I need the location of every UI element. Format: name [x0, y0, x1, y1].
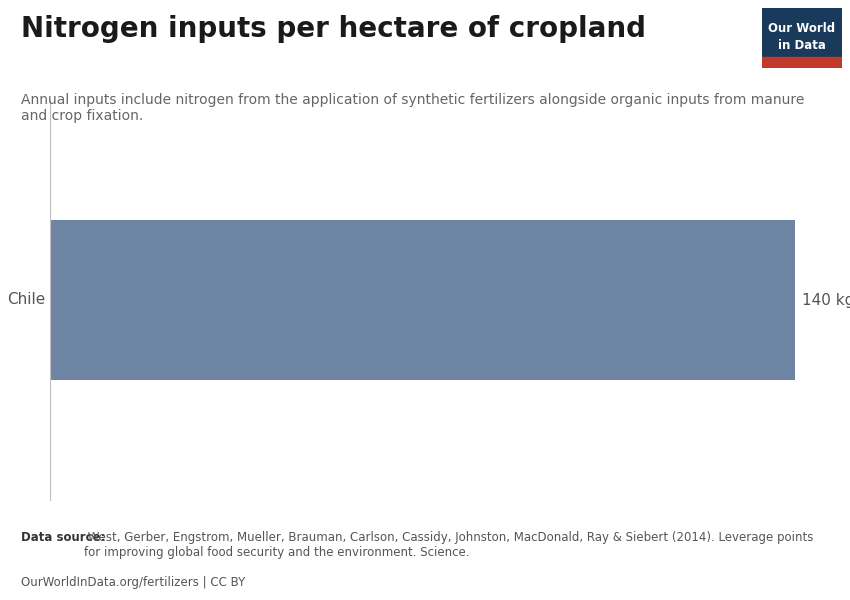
Bar: [762, 57, 842, 68]
Text: Chile: Chile: [8, 292, 46, 307]
Text: OurWorldInData.org/fertilizers | CC BY: OurWorldInData.org/fertilizers | CC BY: [21, 576, 246, 589]
Text: West, Gerber, Engstrom, Mueller, Brauman, Carlson, Cassidy, Johnston, MacDonald,: West, Gerber, Engstrom, Mueller, Brauman…: [84, 531, 813, 559]
Bar: [50, 220, 795, 380]
Text: 140 kg: 140 kg: [802, 292, 850, 307]
Text: Our World: Our World: [768, 22, 836, 35]
Text: Annual inputs include nitrogen from the application of synthetic fertilizers alo: Annual inputs include nitrogen from the …: [21, 93, 805, 123]
Text: Data source:: Data source:: [21, 531, 105, 544]
Text: in Data: in Data: [778, 38, 826, 52]
Text: Nitrogen inputs per hectare of cropland: Nitrogen inputs per hectare of cropland: [21, 15, 646, 43]
